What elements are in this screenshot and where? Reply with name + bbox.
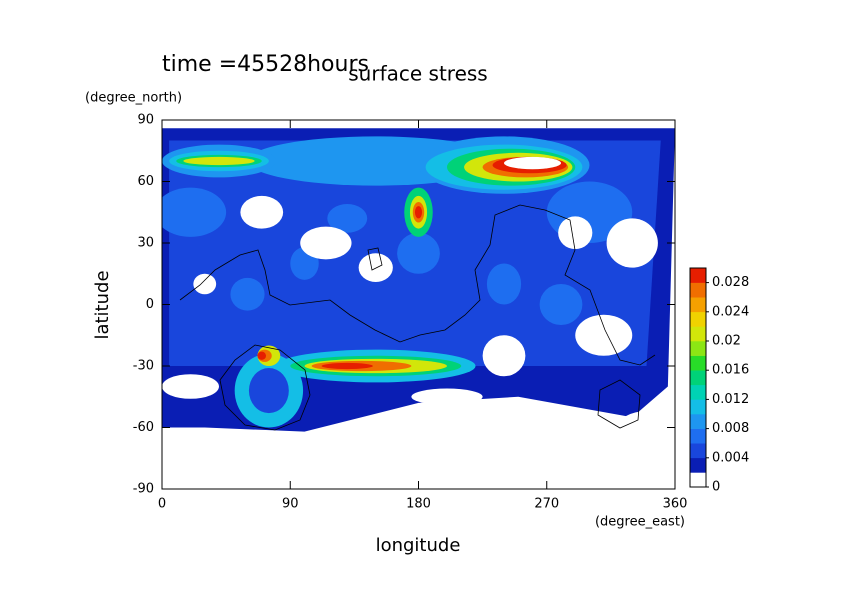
y-tick-label: -60 bbox=[133, 420, 154, 435]
y-unit: (degree_north) bbox=[85, 91, 182, 106]
coastline bbox=[367, 247, 383, 271]
contour-fill bbox=[397, 232, 440, 274]
colorbar-frame bbox=[689, 267, 707, 488]
colorbar-tick-label: 0.012 bbox=[712, 392, 749, 407]
colorbar-swatch bbox=[690, 428, 706, 444]
colorbar-tick-label: 0.02 bbox=[712, 334, 741, 349]
contour-fill bbox=[230, 277, 265, 311]
contour-fill bbox=[190, 433, 305, 483]
contour-fill bbox=[240, 195, 284, 229]
contour-fill bbox=[162, 374, 219, 399]
colorbar-tick-label: 0.004 bbox=[712, 450, 749, 465]
colorbar-swatch bbox=[690, 311, 706, 327]
y-axis-label: latitude bbox=[92, 270, 113, 339]
contour-fill bbox=[482, 335, 526, 377]
colorbar-swatch bbox=[690, 297, 706, 313]
colorbar-tick-label: 0 bbox=[712, 480, 720, 495]
colorbar-tick-label: 0.008 bbox=[712, 421, 749, 436]
contour-fill bbox=[618, 411, 675, 444]
y-tick-label: -30 bbox=[133, 359, 154, 374]
colorbar-swatch bbox=[690, 399, 706, 415]
chart-title: surface stress bbox=[348, 62, 487, 86]
colorbar-tick-label: 0.028 bbox=[712, 275, 749, 290]
y-tick-label: 30 bbox=[137, 236, 154, 251]
contour-fill bbox=[504, 156, 561, 170]
y-tick-label: 90 bbox=[137, 113, 154, 128]
y-tick-label: 0 bbox=[146, 297, 154, 312]
colorbar-swatch bbox=[690, 282, 706, 298]
colorbar-swatch bbox=[690, 384, 706, 400]
contour-fill bbox=[575, 314, 633, 356]
x-axis-label: longitude bbox=[376, 535, 461, 556]
contour-field bbox=[162, 128, 675, 483]
colorbar-swatch bbox=[690, 414, 706, 429]
x-unit: (degree_east) bbox=[595, 515, 685, 530]
contour-fill bbox=[358, 253, 393, 282]
contour-fill bbox=[411, 388, 483, 405]
colorbar-tick-label: 0.024 bbox=[712, 304, 749, 319]
contour-fill bbox=[248, 368, 289, 414]
coastline bbox=[597, 379, 641, 429]
x-tick-label: 90 bbox=[282, 497, 299, 512]
subtitle: time =45528hours bbox=[162, 52, 369, 77]
contour-fill bbox=[183, 156, 255, 166]
contour-fill bbox=[321, 362, 373, 370]
colorbar-swatch bbox=[690, 472, 706, 488]
contour-fill bbox=[300, 226, 352, 260]
contour-fill bbox=[414, 206, 423, 219]
contour-fill bbox=[162, 187, 227, 237]
coastline bbox=[219, 344, 311, 431]
colorbar-swatch bbox=[690, 370, 706, 386]
colorbar-swatch bbox=[690, 457, 706, 473]
colorbar-swatch bbox=[690, 326, 706, 342]
contour-fill bbox=[193, 273, 217, 295]
coastline bbox=[179, 204, 656, 366]
contour-fill bbox=[347, 427, 462, 469]
colorbar-swatch bbox=[690, 341, 706, 356]
x-tick-label: 360 bbox=[663, 497, 688, 512]
contour-fill bbox=[327, 204, 368, 233]
x-tick-label: 270 bbox=[534, 497, 559, 512]
colorbar-swatch bbox=[690, 443, 706, 459]
contour-fill bbox=[558, 216, 593, 250]
colorbar-swatch bbox=[690, 268, 706, 283]
contour-fill bbox=[257, 351, 267, 360]
colorbar-swatch bbox=[690, 355, 706, 371]
contour-fill bbox=[606, 218, 658, 268]
colorbar-tick-label: 0.016 bbox=[712, 363, 749, 378]
y-tick-label: 60 bbox=[137, 174, 154, 189]
x-tick-label: 180 bbox=[406, 497, 431, 512]
x-tick-label: 0 bbox=[158, 497, 166, 512]
contour-fill bbox=[486, 263, 522, 305]
contour-fill bbox=[539, 284, 583, 325]
y-tick-label: -90 bbox=[133, 482, 154, 497]
coastlines bbox=[179, 204, 656, 431]
